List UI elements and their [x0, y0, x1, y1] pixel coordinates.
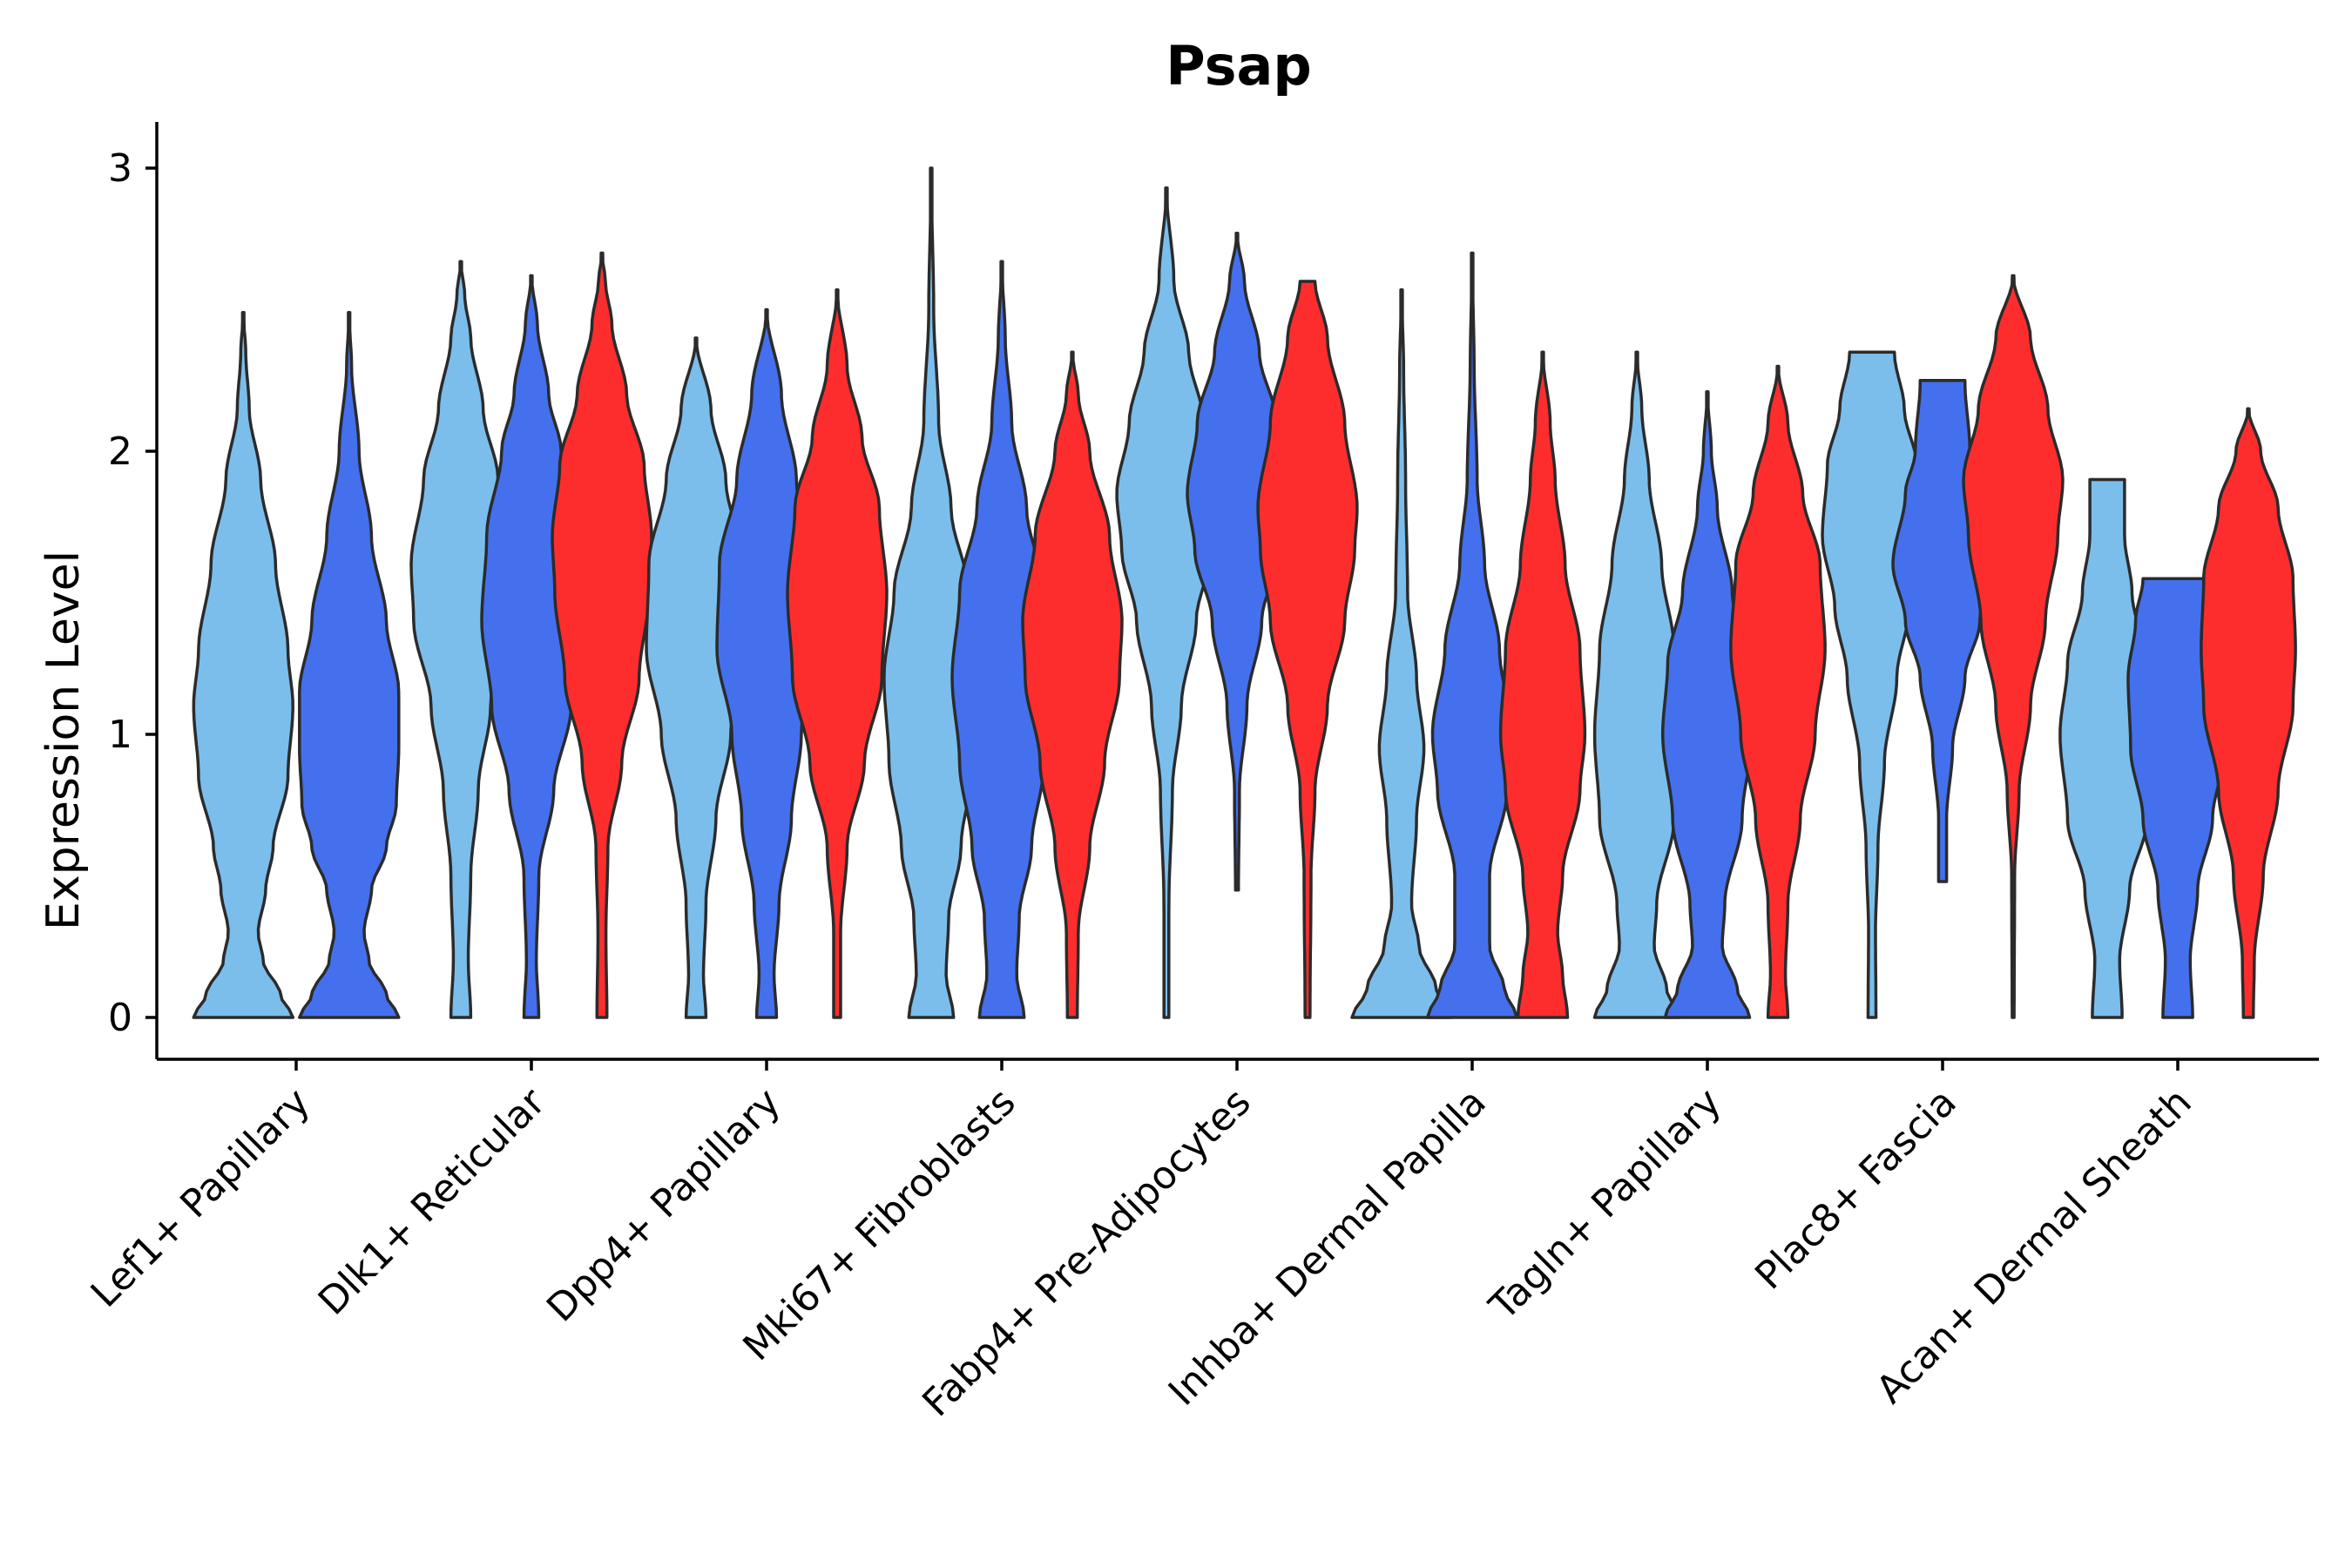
violin-15 [1350, 288, 1453, 1019]
violin-20 [1729, 364, 1827, 1019]
x-tick-label-8: Plac8+ Fascia [1747, 1080, 1965, 1299]
y-tick-label-2: 2 [108, 429, 132, 474]
y-tick-label-1: 1 [108, 713, 132, 757]
violin-17 [1498, 350, 1587, 1019]
y-tick-label-0: 0 [108, 996, 132, 1040]
violin-13 [1186, 232, 1288, 892]
x-tick-label-2: Dlk1+ Reticular [310, 1079, 555, 1324]
violin-23 [1962, 274, 2065, 1019]
violin-14 [1256, 280, 1359, 1019]
violin-19 [1660, 390, 1754, 1019]
violin-2 [298, 310, 401, 1019]
chart-title: Psap [1166, 34, 1311, 98]
violin-6 [645, 336, 747, 1019]
violin-12 [1115, 186, 1218, 1019]
x-tick-label-3: Dpp4+ Papillary [538, 1080, 789, 1331]
violins-layer [192, 166, 2297, 1019]
violin-3 [409, 260, 512, 1019]
violin-5 [551, 251, 653, 1019]
x-tick-label-7: Tagln+ Papillary [1481, 1080, 1730, 1329]
violin-24 [2058, 477, 2156, 1019]
violin-1 [192, 310, 295, 1019]
x-tick-label-1: Lef1+ Papillary [83, 1080, 319, 1316]
violin-26 [2200, 407, 2297, 1019]
violin-11 [1021, 350, 1124, 1019]
violin-21 [1821, 350, 1923, 1019]
violin-7 [715, 308, 818, 1019]
y-tick-label-3: 3 [108, 146, 132, 191]
violin-8 [786, 288, 889, 1019]
violin-4 [480, 274, 583, 1019]
violin-16 [1425, 251, 1519, 1019]
y-axis-label: Expression Level [37, 551, 90, 930]
